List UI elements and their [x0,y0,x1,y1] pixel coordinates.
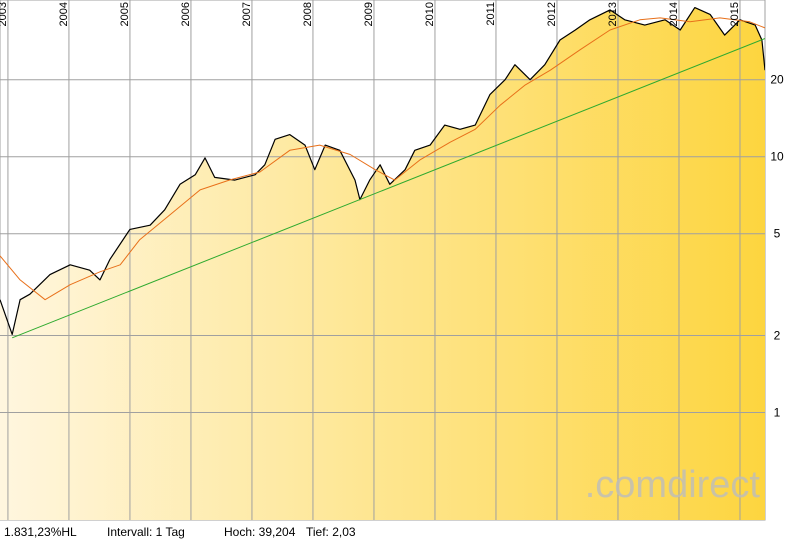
x-tick-label: 2011 [485,2,497,26]
x-tick-label: 2005 [119,2,131,26]
watermark: .comdirect [585,464,761,506]
y-tick-label: 5 [774,227,781,241]
line [0,17,765,301]
y-tick-label: 2 [774,329,781,343]
x-tick-label: 2003 [0,2,9,26]
x-tick-label: 2008 [302,2,314,26]
y-tick-label: 1 [774,406,781,420]
x-tick-label: 2007 [241,2,253,26]
x-tick-label: 2010 [424,2,436,26]
line [0,7,765,335]
x-tick-label: 2015 [729,2,741,26]
x-tick-label: 2014 [668,2,680,26]
line [12,38,765,339]
x-tick-label: 2006 [180,2,192,26]
footer-text: Tief: 2,03 [306,525,356,539]
footer-text: Hoch: 39,204 [224,525,296,539]
x-tick-label: 2012 [546,2,558,26]
y-tick-label: 20 [770,73,784,87]
y-tick-label: 10 [770,150,784,164]
x-tick-label: 2004 [58,2,70,26]
footer-text: 1.831,23%HL [4,525,77,539]
footer-text: Intervall: 1 Tag [107,525,185,539]
x-tick-label: 2013 [607,2,619,26]
x-tick-label: 2009 [363,2,375,26]
